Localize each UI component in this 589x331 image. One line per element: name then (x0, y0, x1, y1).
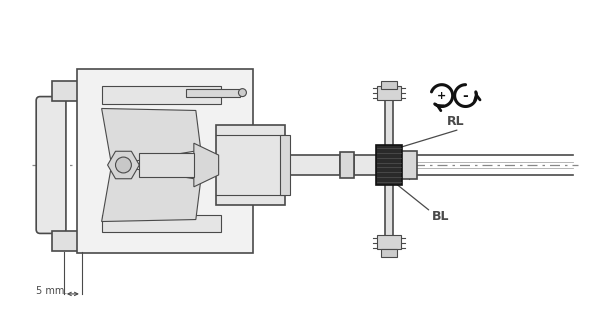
Bar (355, 155, 389, 175)
Bar (52, 81, 82, 101)
Bar (381, 249, 397, 257)
Polygon shape (102, 165, 201, 221)
Circle shape (239, 89, 246, 97)
Text: -: - (463, 89, 468, 103)
Bar (378, 86, 401, 100)
Bar (387, 149, 395, 181)
Bar (393, 151, 417, 179)
Polygon shape (194, 143, 219, 187)
Text: RL: RL (447, 116, 465, 128)
Bar (52, 231, 82, 251)
Polygon shape (102, 109, 201, 165)
Bar (378, 235, 401, 249)
Text: BL: BL (432, 210, 449, 223)
Bar (340, 152, 355, 178)
Text: +: + (437, 91, 446, 101)
Bar (102, 214, 221, 232)
Bar (140, 153, 194, 177)
Text: 5 mm.: 5 mm. (36, 286, 68, 296)
Circle shape (115, 157, 131, 173)
Bar (290, 155, 340, 175)
Bar (186, 89, 240, 97)
Bar (77, 69, 253, 253)
Bar (102, 86, 221, 104)
Polygon shape (108, 151, 140, 179)
Bar (280, 135, 290, 195)
Bar (376, 145, 402, 185)
FancyBboxPatch shape (36, 97, 66, 233)
Bar (216, 125, 285, 205)
Bar (381, 81, 397, 89)
Bar (385, 96, 393, 239)
